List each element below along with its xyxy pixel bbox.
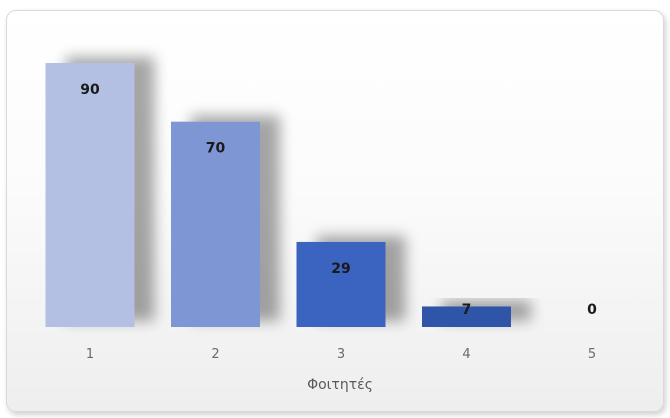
data-label-5: 0: [587, 302, 597, 318]
bars-layer: [45, 63, 511, 328]
bar-1: [45, 63, 135, 327]
bar-3: [296, 241, 386, 327]
data-label-3: 29: [331, 261, 350, 277]
bar-4: [422, 306, 511, 327]
x-tick-label-4: 4: [462, 347, 470, 362]
x-tick-label-3: 3: [337, 347, 345, 362]
data-label-4: 7: [462, 302, 472, 318]
x-tick-label-1: 1: [86, 347, 94, 362]
bar-2: [171, 121, 260, 328]
data-label-2: 70: [206, 141, 226, 157]
x-tick-label-2: 2: [211, 347, 219, 362]
x-tick-label-5: 5: [588, 347, 596, 362]
x-axis-title: Φοιτητές: [307, 377, 373, 393]
data-label-1: 90: [80, 82, 100, 98]
x-tick-labels-layer: 1 2 3 4 5: [86, 347, 596, 362]
